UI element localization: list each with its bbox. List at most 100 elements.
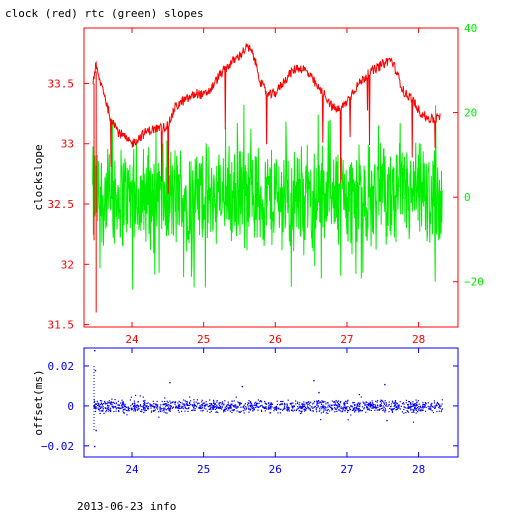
offset-point <box>283 408 285 410</box>
offset-point <box>95 403 97 405</box>
offset-point <box>214 402 216 405</box>
offset-point <box>406 409 408 412</box>
offset-point <box>150 404 152 406</box>
offset-point <box>308 408 310 410</box>
offset-point <box>194 409 196 412</box>
offset-point <box>364 402 366 404</box>
offset-point <box>409 403 411 405</box>
offset-point <box>253 404 255 407</box>
offset-point <box>179 401 181 404</box>
offset-point <box>146 405 148 407</box>
offset-point <box>210 403 213 405</box>
offset-point <box>284 402 286 404</box>
offset-point <box>233 400 235 402</box>
offset-point <box>423 406 426 408</box>
offset-point <box>94 401 96 403</box>
offset-point <box>95 408 97 410</box>
x-tick-label: 26 <box>269 333 282 346</box>
offset-point <box>395 404 397 406</box>
offset-point <box>299 402 301 404</box>
offset-point <box>157 408 159 410</box>
offset-point <box>408 406 410 408</box>
x-tick-label: 24 <box>125 333 139 346</box>
offset-point <box>232 405 234 407</box>
offset-point <box>399 408 401 410</box>
offset-point <box>100 407 102 409</box>
offset-point <box>193 406 195 408</box>
offset-point <box>154 409 156 411</box>
offset-point <box>126 414 128 416</box>
offset-point <box>407 403 409 405</box>
offset-point <box>324 407 326 409</box>
offset-point <box>242 410 244 412</box>
offset-point <box>347 400 349 402</box>
offset-point <box>255 401 257 403</box>
offset-point <box>245 406 247 408</box>
offset-point <box>433 402 435 404</box>
offset-point <box>369 404 371 406</box>
offset-point <box>323 408 325 410</box>
offset-point <box>255 404 257 406</box>
offset-point <box>407 407 409 409</box>
offset-point <box>142 406 144 408</box>
offset-point <box>209 408 211 410</box>
offset-point <box>370 405 372 407</box>
offset-outlier <box>94 445 96 448</box>
offset-point <box>143 407 145 409</box>
offset-point <box>302 404 304 406</box>
offset-point <box>153 409 155 412</box>
offset-point <box>325 403 327 405</box>
offset-point <box>434 405 436 407</box>
offset-point <box>354 407 356 409</box>
offset-point <box>401 403 403 405</box>
offset-point <box>181 406 183 409</box>
offset-point <box>301 410 303 412</box>
offset-point <box>398 407 400 409</box>
offset-point <box>218 406 220 408</box>
offset-point <box>347 406 349 408</box>
offset-point <box>269 407 271 409</box>
offset-point <box>190 400 192 402</box>
offset-point <box>291 406 294 408</box>
offset-point <box>393 408 395 410</box>
offset-point <box>269 406 271 408</box>
offset-point <box>205 408 207 410</box>
offset-point <box>143 400 145 403</box>
offset-point <box>227 401 229 403</box>
offset-point <box>231 403 233 405</box>
offset-point <box>154 406 156 408</box>
offset-point <box>115 403 117 405</box>
offset-point <box>248 411 250 413</box>
offset-point <box>304 403 306 405</box>
offset-point <box>381 407 383 410</box>
offset-point <box>422 404 424 406</box>
offset-point <box>391 410 393 413</box>
offset-point <box>410 403 412 405</box>
offset-point <box>123 405 125 407</box>
offset-point <box>329 410 331 412</box>
offset-point <box>233 406 235 408</box>
offset-point <box>228 404 230 406</box>
offset-point <box>339 404 341 406</box>
offset-point <box>94 407 96 409</box>
offset-outlier <box>94 369 97 372</box>
offset-point <box>170 407 172 409</box>
offset-point <box>306 404 308 406</box>
offset-point <box>236 405 238 408</box>
offset-point <box>397 406 399 408</box>
offset-point <box>226 404 228 406</box>
offset-point <box>338 409 340 411</box>
offset-point <box>267 403 270 405</box>
offset-point <box>356 405 358 407</box>
offset-point <box>181 406 183 408</box>
offset-point <box>417 411 419 413</box>
offset-point <box>429 406 431 408</box>
offset-point <box>227 409 229 411</box>
offset-point <box>134 403 136 405</box>
offset-point <box>121 404 123 406</box>
offset-point <box>200 406 202 408</box>
offset-point <box>110 409 112 412</box>
offset-point <box>303 401 305 403</box>
offset-point <box>248 400 250 402</box>
offset-point <box>175 407 177 409</box>
